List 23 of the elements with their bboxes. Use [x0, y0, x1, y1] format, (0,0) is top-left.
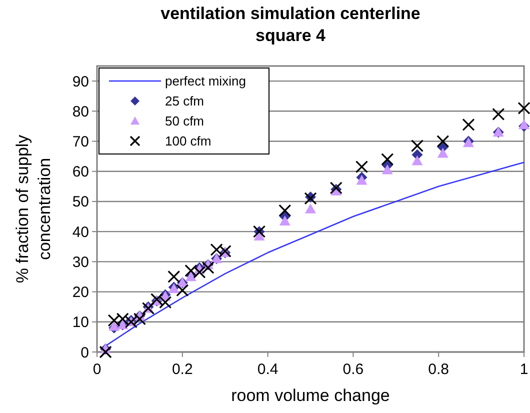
- y-tick-label: 60: [72, 164, 89, 181]
- y-tick-label: 30: [72, 254, 89, 271]
- chart-title: ventilation simulation centerline square 4: [160, 4, 420, 45]
- legend-label: 100 cfm: [165, 134, 212, 149]
- y-tick-label: 10: [72, 314, 89, 332]
- x-tick-label: 0.2: [172, 361, 193, 378]
- y-tick-label: 90: [72, 73, 89, 90]
- y-tick-label: 0: [80, 344, 89, 362]
- x-tick-label: 1: [520, 361, 528, 378]
- y-tick-label: 40: [72, 224, 89, 241]
- y-tick-label: 70: [72, 134, 89, 151]
- x-axis-title: room volume change: [231, 386, 390, 405]
- y-axis-title: % fraction of supply concentration: [13, 134, 54, 284]
- legend-label: 50 cfm: [165, 114, 204, 129]
- x-tick-label: 0.6: [342, 361, 364, 378]
- x-tick-label: 0: [92, 361, 102, 378]
- y-tick-label: 80: [72, 103, 89, 120]
- legend-label: 25 cfm: [165, 94, 204, 109]
- y-tick-label: 50: [72, 194, 89, 211]
- y-tick-label: 20: [72, 284, 89, 302]
- x-tick-label: 0.8: [428, 361, 450, 378]
- x-tick-label: 0.4: [257, 361, 278, 378]
- legend-label: perfect mixing: [165, 74, 246, 89]
